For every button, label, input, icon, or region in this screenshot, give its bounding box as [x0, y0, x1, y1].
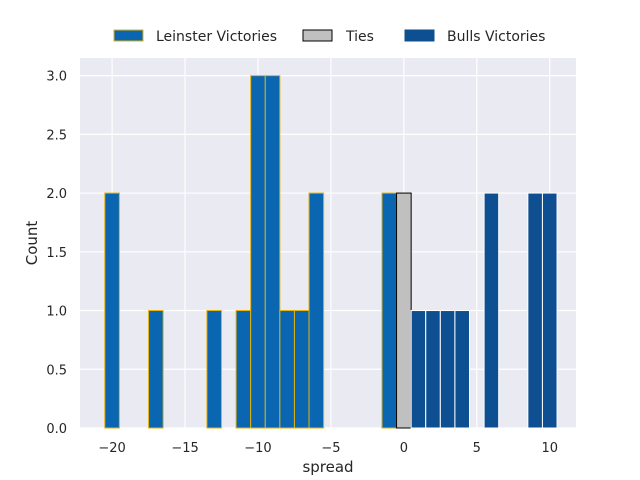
y-tick-label: 2.5	[46, 128, 67, 143]
y-tick-label: 0.5	[46, 363, 67, 378]
y-axis-label: Count	[23, 221, 41, 266]
y-tick-label: 0.0	[46, 422, 67, 437]
y-tick-label: 2.0	[46, 187, 67, 202]
histogram-bar	[235, 310, 252, 429]
y-tick-label: 1.0	[46, 305, 67, 320]
legend-label-bulls: Bulls Victories	[447, 29, 545, 45]
y-tick-label: 3.0	[46, 70, 67, 85]
x-tick-label: 0	[400, 441, 408, 456]
histogram-bar	[148, 310, 164, 429]
histogram-bar	[293, 310, 310, 429]
histogram-bar	[439, 310, 456, 429]
x-tick-label: 10	[541, 441, 558, 456]
histogram-bar	[454, 310, 471, 429]
x-tick-label: −15	[171, 441, 198, 456]
histogram-bar	[104, 192, 120, 429]
legend-swatch-leinster	[113, 29, 144, 42]
x-tick-label: 5	[473, 441, 481, 456]
legend-label-ties: Ties	[345, 29, 374, 45]
y-tick-label: 1.5	[46, 246, 67, 261]
x-tick-label: −10	[244, 441, 271, 456]
bars	[104, 75, 558, 429]
legend-label-leinster: Leinster Victories	[156, 29, 277, 45]
legend-swatch-ties	[302, 29, 333, 42]
histogram-bar	[381, 192, 398, 429]
histogram-bar	[264, 75, 281, 429]
y-tick-labels: 0.0 0.5 1.0 1.5 2.0 2.5 3.0	[46, 70, 67, 437]
histogram-bar	[425, 310, 441, 429]
histogram-bar	[308, 192, 325, 429]
histogram-bar	[279, 310, 295, 429]
histogram-bar	[527, 192, 543, 429]
x-axis-label: spread	[302, 458, 353, 476]
legend: Leinster Victories Ties Bulls Victories	[113, 29, 545, 45]
x-tick-label: −20	[98, 441, 125, 456]
x-tick-label: −5	[321, 441, 340, 456]
histogram-bar	[206, 310, 223, 429]
x-tick-labels: −20 −15 −10 −5 0 5 10	[98, 441, 558, 456]
histogram-bar	[410, 310, 427, 429]
histogram-bar	[250, 75, 266, 429]
histogram-bar	[396, 192, 412, 429]
legend-swatch-bulls	[404, 29, 435, 42]
histogram-bar	[483, 192, 500, 429]
histogram-bar	[541, 192, 558, 429]
